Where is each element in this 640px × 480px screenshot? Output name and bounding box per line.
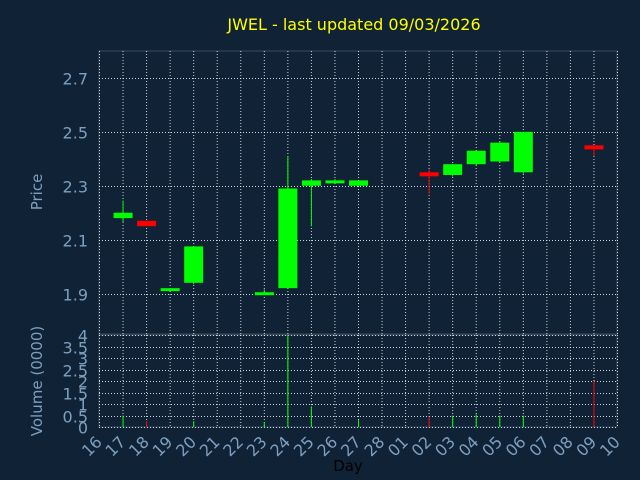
candle-body [254, 292, 274, 296]
candle-body [584, 145, 604, 150]
candle-body [137, 220, 157, 227]
candle [419, 169, 439, 194]
volume-bar [593, 381, 595, 427]
volume-tick-label: 3.5 [63, 339, 88, 358]
candle-body [419, 172, 439, 177]
candle [137, 220, 157, 227]
price-tick-label: 2.1 [63, 232, 88, 251]
price-tick-label: 2.7 [63, 70, 88, 89]
volume-bar [310, 406, 312, 427]
volume-tick-label: 1 [78, 396, 88, 415]
candle [513, 131, 533, 174]
volume-axis-label: Volume (0000) [28, 326, 46, 436]
candle-body [113, 212, 133, 219]
volume-panel: 00.511.522.533.54 [63, 327, 618, 438]
candle [301, 179, 321, 227]
volume-bar [287, 335, 289, 427]
x-tick-label: 10 [596, 432, 624, 460]
candle [325, 179, 345, 184]
candle [443, 164, 463, 177]
candle-body [301, 180, 321, 186]
volume-bar [263, 422, 265, 427]
candle [349, 180, 368, 186]
candle-body [160, 288, 180, 292]
volume-bar [475, 414, 477, 427]
volume-tick-label: 3 [78, 350, 88, 369]
volume-bar [122, 415, 124, 427]
price-axis-label: Price [28, 174, 46, 211]
candle [184, 246, 204, 285]
candle-body [325, 180, 345, 184]
price-tick-label: 2.5 [63, 124, 88, 143]
price-tick-label: 1.9 [63, 286, 88, 305]
volume-tick-label: 4 [78, 327, 88, 346]
volume-bar [428, 416, 430, 427]
volume-tick-label: 0.5 [63, 408, 88, 427]
candle-body [443, 164, 463, 175]
candle [490, 141, 510, 163]
candle-body [513, 131, 533, 173]
price-tick-label: 2.3 [63, 178, 88, 197]
candle-body [490, 142, 510, 162]
candle [160, 288, 180, 292]
candle [278, 156, 298, 289]
volume-tick-label: 1.5 [63, 385, 88, 404]
volume-bar [358, 420, 359, 427]
volume-bar [146, 421, 148, 427]
chart-title: JWEL - last updated 09/03/2026 [226, 15, 480, 34]
candle-body [184, 246, 204, 283]
candle-body [278, 188, 298, 289]
candle-body [349, 180, 368, 186]
price-panel: 1.9 2.1 2.3 2.5 2.7 [63, 50, 618, 335]
x-axis-label: Day [333, 457, 363, 475]
volume-bar [522, 415, 524, 427]
candle [584, 145, 604, 157]
candle [466, 150, 486, 166]
volume-tick-label: 2 [78, 373, 88, 392]
volume-bar [452, 415, 454, 427]
volume-bar [499, 415, 501, 427]
candle-body [466, 150, 486, 165]
volume-tick-label: 2.5 [63, 362, 88, 381]
candle [254, 289, 274, 296]
candle [113, 200, 133, 223]
volume-tick-label: 0 [78, 419, 88, 438]
volume-bar [193, 421, 195, 427]
